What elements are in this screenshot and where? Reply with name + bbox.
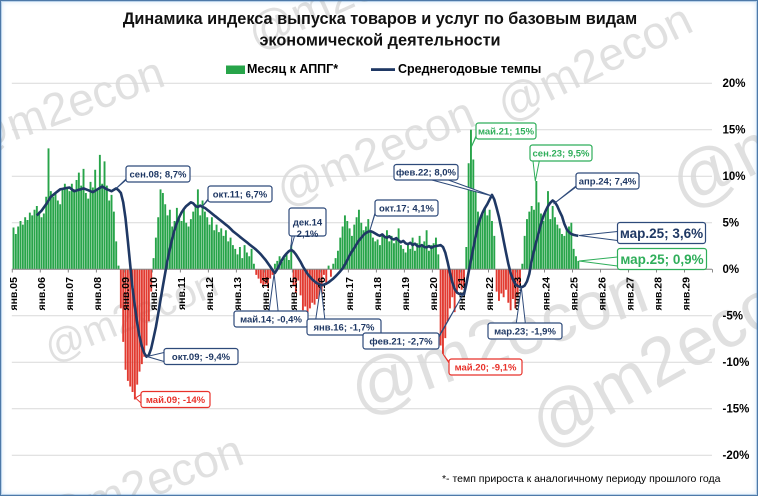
svg-text:10%: 10%	[723, 171, 746, 183]
svg-text:@m2econ: @m2econ	[268, 86, 482, 216]
svg-text:фев.21; -2,7%: фев.21; -2,7%	[369, 336, 433, 347]
svg-text:янв.27: янв.27	[624, 277, 636, 311]
svg-text:янв.05: янв.05	[8, 277, 20, 311]
svg-text:15%: 15%	[723, 124, 746, 136]
svg-text:янв.26: янв.26	[596, 277, 608, 311]
svg-text:-15%: -15%	[723, 403, 750, 415]
svg-text:-10%: -10%	[723, 357, 750, 369]
svg-text:Динамика индекса выпуска товар: Динамика индекса выпуска товаров и услуг…	[123, 10, 637, 28]
svg-text:мар.23; -1,9%: мар.23; -1,9%	[494, 326, 556, 337]
svg-text:окт.17; 4,1%: окт.17; 4,1%	[379, 203, 435, 214]
svg-text:-20%: -20%	[723, 450, 750, 462]
svg-text:янв.20: янв.20	[428, 277, 440, 311]
svg-text:янв.09: янв.09	[120, 277, 132, 311]
svg-text:сен.23; 9,5%: сен.23; 9,5%	[533, 148, 591, 159]
svg-text:*- темп прироста к аналогичном: *- темп прироста к аналогичному периоду …	[442, 473, 721, 485]
svg-text:0%: 0%	[723, 264, 740, 276]
svg-text:@m2econ: @m2econ	[1, 46, 171, 167]
svg-text:окт.11; 6,7%: окт.11; 6,7%	[213, 189, 268, 200]
svg-text:Месяц к АППГ*: Месяц к АППГ*	[247, 62, 338, 76]
svg-text:янв.29: янв.29	[680, 277, 692, 311]
svg-text:дек.142,1%: дек.14 2,1%	[293, 217, 323, 240]
svg-text:янв.22: янв.22	[484, 277, 496, 311]
svg-text:май.14; -0,4%: май.14; -0,4%	[240, 314, 302, 325]
svg-text:янв.28: янв.28	[652, 277, 664, 311]
svg-text:янв.16; -1,7%: янв.16; -1,7%	[314, 322, 376, 333]
svg-text:янв.17: янв.17	[344, 277, 356, 311]
svg-text:апр.24; 7,4%: апр.24; 7,4%	[579, 176, 637, 187]
svg-text:янв.08: янв.08	[92, 277, 104, 311]
svg-text:-5%: -5%	[723, 310, 743, 322]
svg-text:май.20; -9,1%: май.20; -9,1%	[455, 362, 517, 373]
svg-text:окт.09; -9,4%: окт.09; -9,4%	[172, 352, 231, 363]
svg-text:фев.22; 8,0%: фев.22; 8,0%	[396, 168, 457, 179]
svg-text:сен.08; 8,7%: сен.08; 8,7%	[130, 169, 188, 180]
svg-text:мар.25; 3,6%: мар.25; 3,6%	[620, 226, 703, 241]
svg-text:янв.25: янв.25	[568, 277, 580, 311]
svg-text:янв.06: янв.06	[36, 277, 48, 311]
svg-text:экономической деятельности: экономической деятельности	[259, 32, 500, 50]
svg-text:янв.15: янв.15	[288, 277, 300, 311]
svg-text:@m2econ: @m2econ	[34, 424, 249, 496]
svg-text:20%: 20%	[723, 78, 746, 90]
svg-text:5%: 5%	[723, 217, 740, 229]
svg-text:янв.10: янв.10	[148, 277, 160, 311]
svg-text:янв.24: янв.24	[540, 277, 552, 311]
svg-text:янв.07: янв.07	[64, 277, 76, 311]
svg-text:янв.14: янв.14	[260, 277, 272, 311]
svg-text:янв.12: янв.12	[204, 277, 216, 311]
svg-text:Среднегодовые темпы: Среднегодовые темпы	[398, 62, 541, 76]
svg-text:мар.25; 0,9%: мар.25; 0,9%	[620, 252, 703, 267]
svg-text:май.09; -14%: май.09; -14%	[146, 395, 206, 406]
svg-text:янв.13: янв.13	[232, 277, 244, 311]
svg-text:янв.11: янв.11	[176, 277, 188, 310]
svg-text:янв.18: янв.18	[372, 277, 384, 311]
svg-text:янв.19: янв.19	[400, 277, 412, 311]
svg-text:май.21; 15%: май.21; 15%	[478, 126, 535, 137]
